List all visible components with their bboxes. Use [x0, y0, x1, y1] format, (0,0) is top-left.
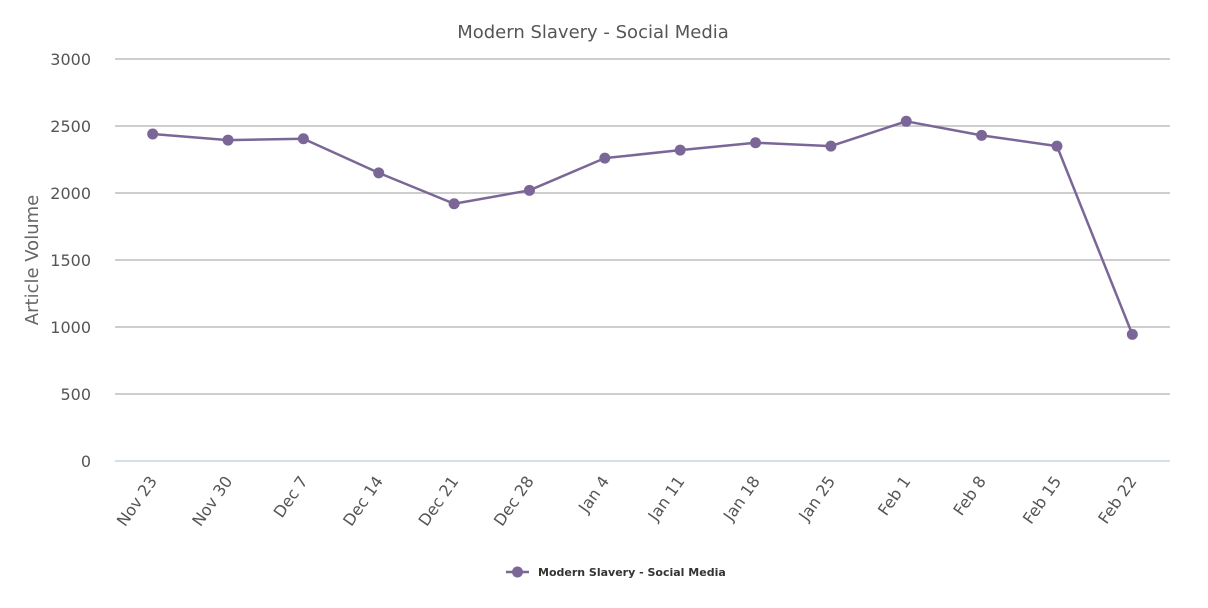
y-tick-label: 0	[81, 452, 91, 471]
data-point[interactable]	[825, 140, 837, 152]
x-tick-label: Feb 8	[949, 472, 990, 519]
x-tick-label: Jan 11	[644, 472, 689, 525]
data-point[interactable]	[599, 152, 611, 164]
data-point[interactable]	[448, 198, 460, 210]
y-tick-label: 2000	[50, 184, 91, 203]
series-line	[152, 120, 1134, 335]
x-tick-label: Jan 18	[719, 472, 764, 525]
chart-title: Modern Slavery - Social Media	[457, 22, 729, 43]
y-tick-label: 500	[60, 385, 91, 404]
y-tick-label: 1000	[50, 318, 91, 337]
data-point[interactable]	[1051, 140, 1063, 152]
legend-label: Modern Slavery - Social Media	[538, 566, 726, 579]
x-tick-label: Jan 25	[794, 472, 839, 525]
y-tick-label: 2500	[50, 117, 91, 136]
data-point[interactable]	[750, 137, 762, 149]
data-point[interactable]	[976, 129, 988, 141]
data-point[interactable]	[373, 167, 385, 179]
x-tick-label: Feb 1	[874, 472, 915, 519]
x-axis-ticks: Nov 23 Nov 30 Dec 7 Dec 14 Dec 21 Dec 28 Jan 4…	[113, 472, 1141, 529]
series-group	[147, 115, 1138, 340]
x-tick-label: Jan 4	[574, 472, 613, 516]
y-tick-label: 3000	[50, 50, 91, 69]
x-tick-label: Nov 23	[113, 472, 161, 529]
y-axis-ticks: 0 500 1000 1500 2000 2500 3000	[50, 50, 91, 471]
x-tick-label: Feb 22	[1094, 472, 1140, 527]
data-point[interactable]	[523, 184, 535, 196]
x-tick-label: Nov 30	[188, 472, 236, 529]
legend[interactable]: Modern Slavery - Social Media	[506, 566, 726, 579]
data-point[interactable]	[900, 115, 912, 127]
y-axis-label: Article Volume	[22, 195, 43, 325]
x-tick-label: Dec 21	[414, 472, 462, 529]
data-point[interactable]	[674, 144, 686, 156]
data-point[interactable]	[222, 134, 234, 146]
x-tick-label: Dec 7	[270, 472, 312, 521]
x-tick-label: Feb 15	[1019, 472, 1065, 527]
y-tick-label: 1500	[50, 251, 91, 270]
gridlines	[115, 58, 1170, 462]
legend-swatch-marker	[512, 566, 523, 578]
x-tick-label: Dec 14	[339, 472, 387, 529]
data-point[interactable]	[297, 133, 309, 145]
data-point[interactable]	[147, 128, 159, 140]
data-point[interactable]	[1126, 328, 1138, 340]
x-tick-label: Dec 28	[490, 472, 538, 529]
